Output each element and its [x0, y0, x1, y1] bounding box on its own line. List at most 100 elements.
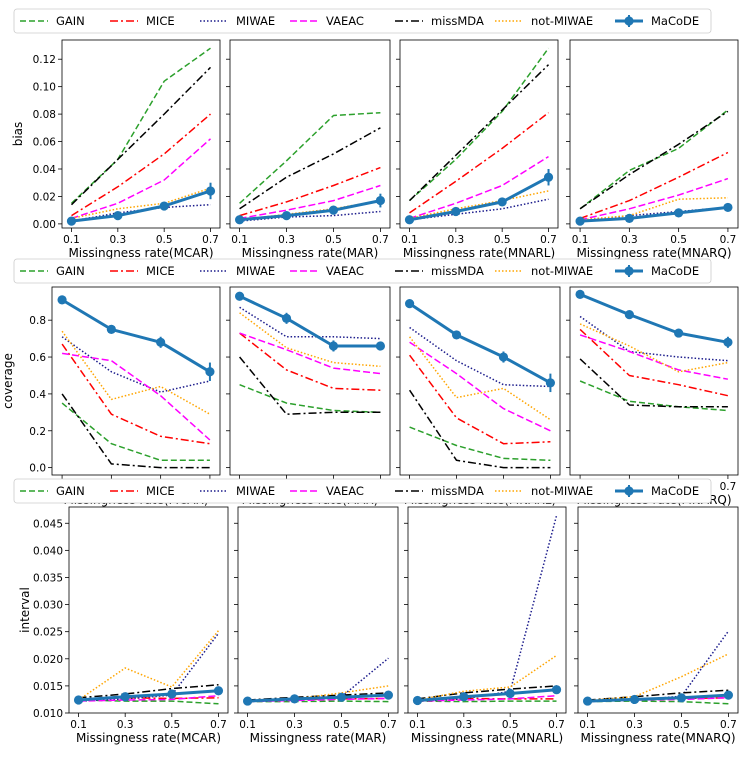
y-tick-label: 0.00 [33, 219, 56, 231]
x-tick-label: 0.3 [109, 234, 126, 246]
data-point-MaCoDE [583, 696, 593, 706]
x-tick-label: 0.5 [494, 234, 511, 246]
series-line-missMDA [70, 66, 212, 206]
series-line-missMDA [587, 689, 729, 701]
data-point-MaCoDE [575, 216, 585, 226]
series-line-MaCoDE [61, 298, 211, 374]
legend-label-MICE: MICE [146, 264, 175, 278]
x-axis-label: Missingness rate(MNARL) [411, 731, 563, 745]
legend-label-VAEAC: VAEAC [326, 14, 364, 28]
legend-label-MaCoDE: MaCoDE [651, 14, 699, 28]
y-axis-label: bias [11, 122, 25, 147]
x-tick-label: 0.7 [720, 719, 737, 731]
x-tick-label: 0.5 [673, 719, 690, 731]
series-line-MICE [579, 328, 729, 397]
legend-label-MaCoDE: MaCoDE [651, 264, 699, 278]
y-axis-label: coverage [1, 353, 15, 409]
series-line-not-MIWAE [580, 197, 728, 221]
series-line-MaCoDE [580, 205, 729, 223]
x-axis-label: Missingness rate(MNARQ) [580, 731, 735, 745]
series-line-missMDA [579, 358, 728, 408]
series-line-MICE [239, 166, 381, 217]
data-point-MaCoDE [281, 211, 292, 221]
y-tick-label: 0.4 [29, 389, 46, 401]
legend-marker-MaCoDE [624, 16, 634, 26]
data-point-MaCoDE [243, 696, 253, 706]
series-line-VAEAC [409, 155, 549, 220]
data-point-MaCoDE [235, 291, 245, 301]
x-tick-label: 0.7 [540, 234, 557, 246]
x-tick-label: 0.1 [63, 234, 80, 246]
legend-label-MIWAE: MIWAE [236, 484, 275, 498]
series-line-GAIN [239, 111, 381, 204]
data-point-MaCoDE [235, 215, 245, 225]
legend-label-MICE: MICE [146, 484, 175, 498]
series-line-MIWAE [78, 632, 220, 702]
legend-label-MICE: MICE [146, 14, 175, 28]
x-tick-label: 0.5 [163, 719, 180, 731]
legend-label-MIWAE: MIWAE [236, 264, 275, 278]
data-point-MaCoDE [404, 215, 415, 225]
data-point-MaCoDE [213, 686, 224, 696]
legend-label-MaCoDE: MaCoDE [651, 484, 699, 498]
x-tick-label: 0.1 [401, 234, 418, 246]
legend-marker-MaCoDE [624, 486, 634, 496]
legend-frame [13, 258, 712, 284]
x-tick-label: 0.3 [278, 234, 295, 246]
data-point-MaCoDE [498, 352, 509, 362]
data-point-MaCoDE [624, 213, 634, 223]
panel-frame [569, 286, 739, 476]
legend-label-GAIN: GAIN [56, 14, 85, 28]
series-line-GAIN [61, 402, 210, 462]
legend-marker-MaCoDE [624, 266, 634, 276]
x-tick-label: 0.5 [325, 234, 342, 246]
series-line-MaCoDE [579, 293, 729, 344]
y-tick-label: 0.6 [29, 352, 46, 364]
panel-frame [577, 506, 739, 714]
data-point-MaCoDE [205, 367, 215, 377]
x-tick-label: 0.3 [455, 719, 472, 731]
y-tick-label: 0.035 [33, 572, 63, 584]
series-line-VAEAC [239, 184, 381, 220]
y-tick-label: 0.015 [33, 681, 63, 693]
data-point-MaCoDE [405, 298, 415, 309]
legend-label-missMDA: missMDA [431, 14, 484, 28]
data-point-MaCoDE [543, 172, 554, 182]
panel-frame [61, 39, 221, 229]
data-point-MaCoDE [723, 337, 733, 347]
data-point-MaCoDE [497, 197, 507, 207]
data-point-MaCoDE [120, 692, 130, 702]
data-point-MaCoDE [451, 330, 462, 340]
legend-label-MIWAE: MIWAE [236, 14, 275, 28]
series-line-MaCoDE [238, 294, 381, 348]
y-tick-label: 0.030 [33, 600, 63, 612]
panel-frame [569, 39, 739, 229]
series-line-MIWAE [409, 326, 551, 388]
series-line-VAEAC [71, 138, 211, 220]
series-line-VAEAC [61, 352, 211, 441]
y-tick-label: 0.0 [29, 463, 46, 475]
x-axis-label: Missingness rate(MAR) [242, 246, 379, 260]
x-axis-label: Missingness rate(MNARQ) [576, 246, 731, 260]
series-line-MaCoDE [239, 199, 381, 222]
series-line-MICE [408, 354, 551, 445]
data-point-MaCoDE [674, 208, 684, 218]
series-line-VAEAC [417, 694, 557, 702]
series-line-not-MIWAE [409, 190, 549, 220]
data-point-MaCoDE [73, 695, 84, 705]
panel-series-group [73, 630, 224, 705]
y-tick-label: 0.04 [33, 164, 57, 176]
data-point-MaCoDE [205, 186, 216, 196]
x-tick-label: 0.7 [720, 481, 737, 493]
data-point-MaCoDE [156, 337, 166, 347]
legend: GAIN MICE MIWAE VAEAC missMDA not-MIWAE MaCoDE [13, 258, 712, 284]
data-point-MaCoDE [451, 206, 461, 217]
data-point-MaCoDE [674, 328, 684, 338]
data-point-MaCoDE [723, 202, 733, 213]
